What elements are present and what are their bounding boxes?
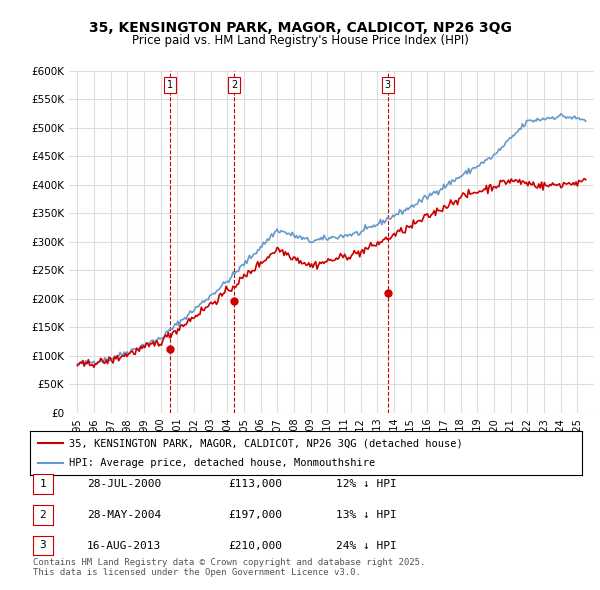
Text: £210,000: £210,000 (228, 541, 282, 550)
Text: Price paid vs. HM Land Registry's House Price Index (HPI): Price paid vs. HM Land Registry's House … (131, 34, 469, 47)
Text: Contains HM Land Registry data © Crown copyright and database right 2025.
This d: Contains HM Land Registry data © Crown c… (33, 558, 425, 577)
Text: £197,000: £197,000 (228, 510, 282, 520)
Text: 2: 2 (231, 80, 237, 90)
Text: 3: 3 (385, 80, 391, 90)
Text: 1: 1 (40, 479, 46, 489)
Text: 16-AUG-2013: 16-AUG-2013 (87, 541, 161, 550)
Text: 28-MAY-2004: 28-MAY-2004 (87, 510, 161, 520)
Text: £113,000: £113,000 (228, 480, 282, 489)
Text: 12% ↓ HPI: 12% ↓ HPI (336, 480, 397, 489)
Text: 3: 3 (40, 540, 46, 550)
Text: 2: 2 (40, 510, 46, 520)
Text: 24% ↓ HPI: 24% ↓ HPI (336, 541, 397, 550)
Text: 35, KENSINGTON PARK, MAGOR, CALDICOT, NP26 3QG (detached house): 35, KENSINGTON PARK, MAGOR, CALDICOT, NP… (68, 438, 463, 448)
Text: 28-JUL-2000: 28-JUL-2000 (87, 480, 161, 489)
Text: 1: 1 (167, 80, 173, 90)
Text: 13% ↓ HPI: 13% ↓ HPI (336, 510, 397, 520)
Text: 35, KENSINGTON PARK, MAGOR, CALDICOT, NP26 3QG: 35, KENSINGTON PARK, MAGOR, CALDICOT, NP… (89, 21, 511, 35)
Text: HPI: Average price, detached house, Monmouthshire: HPI: Average price, detached house, Monm… (68, 458, 375, 467)
